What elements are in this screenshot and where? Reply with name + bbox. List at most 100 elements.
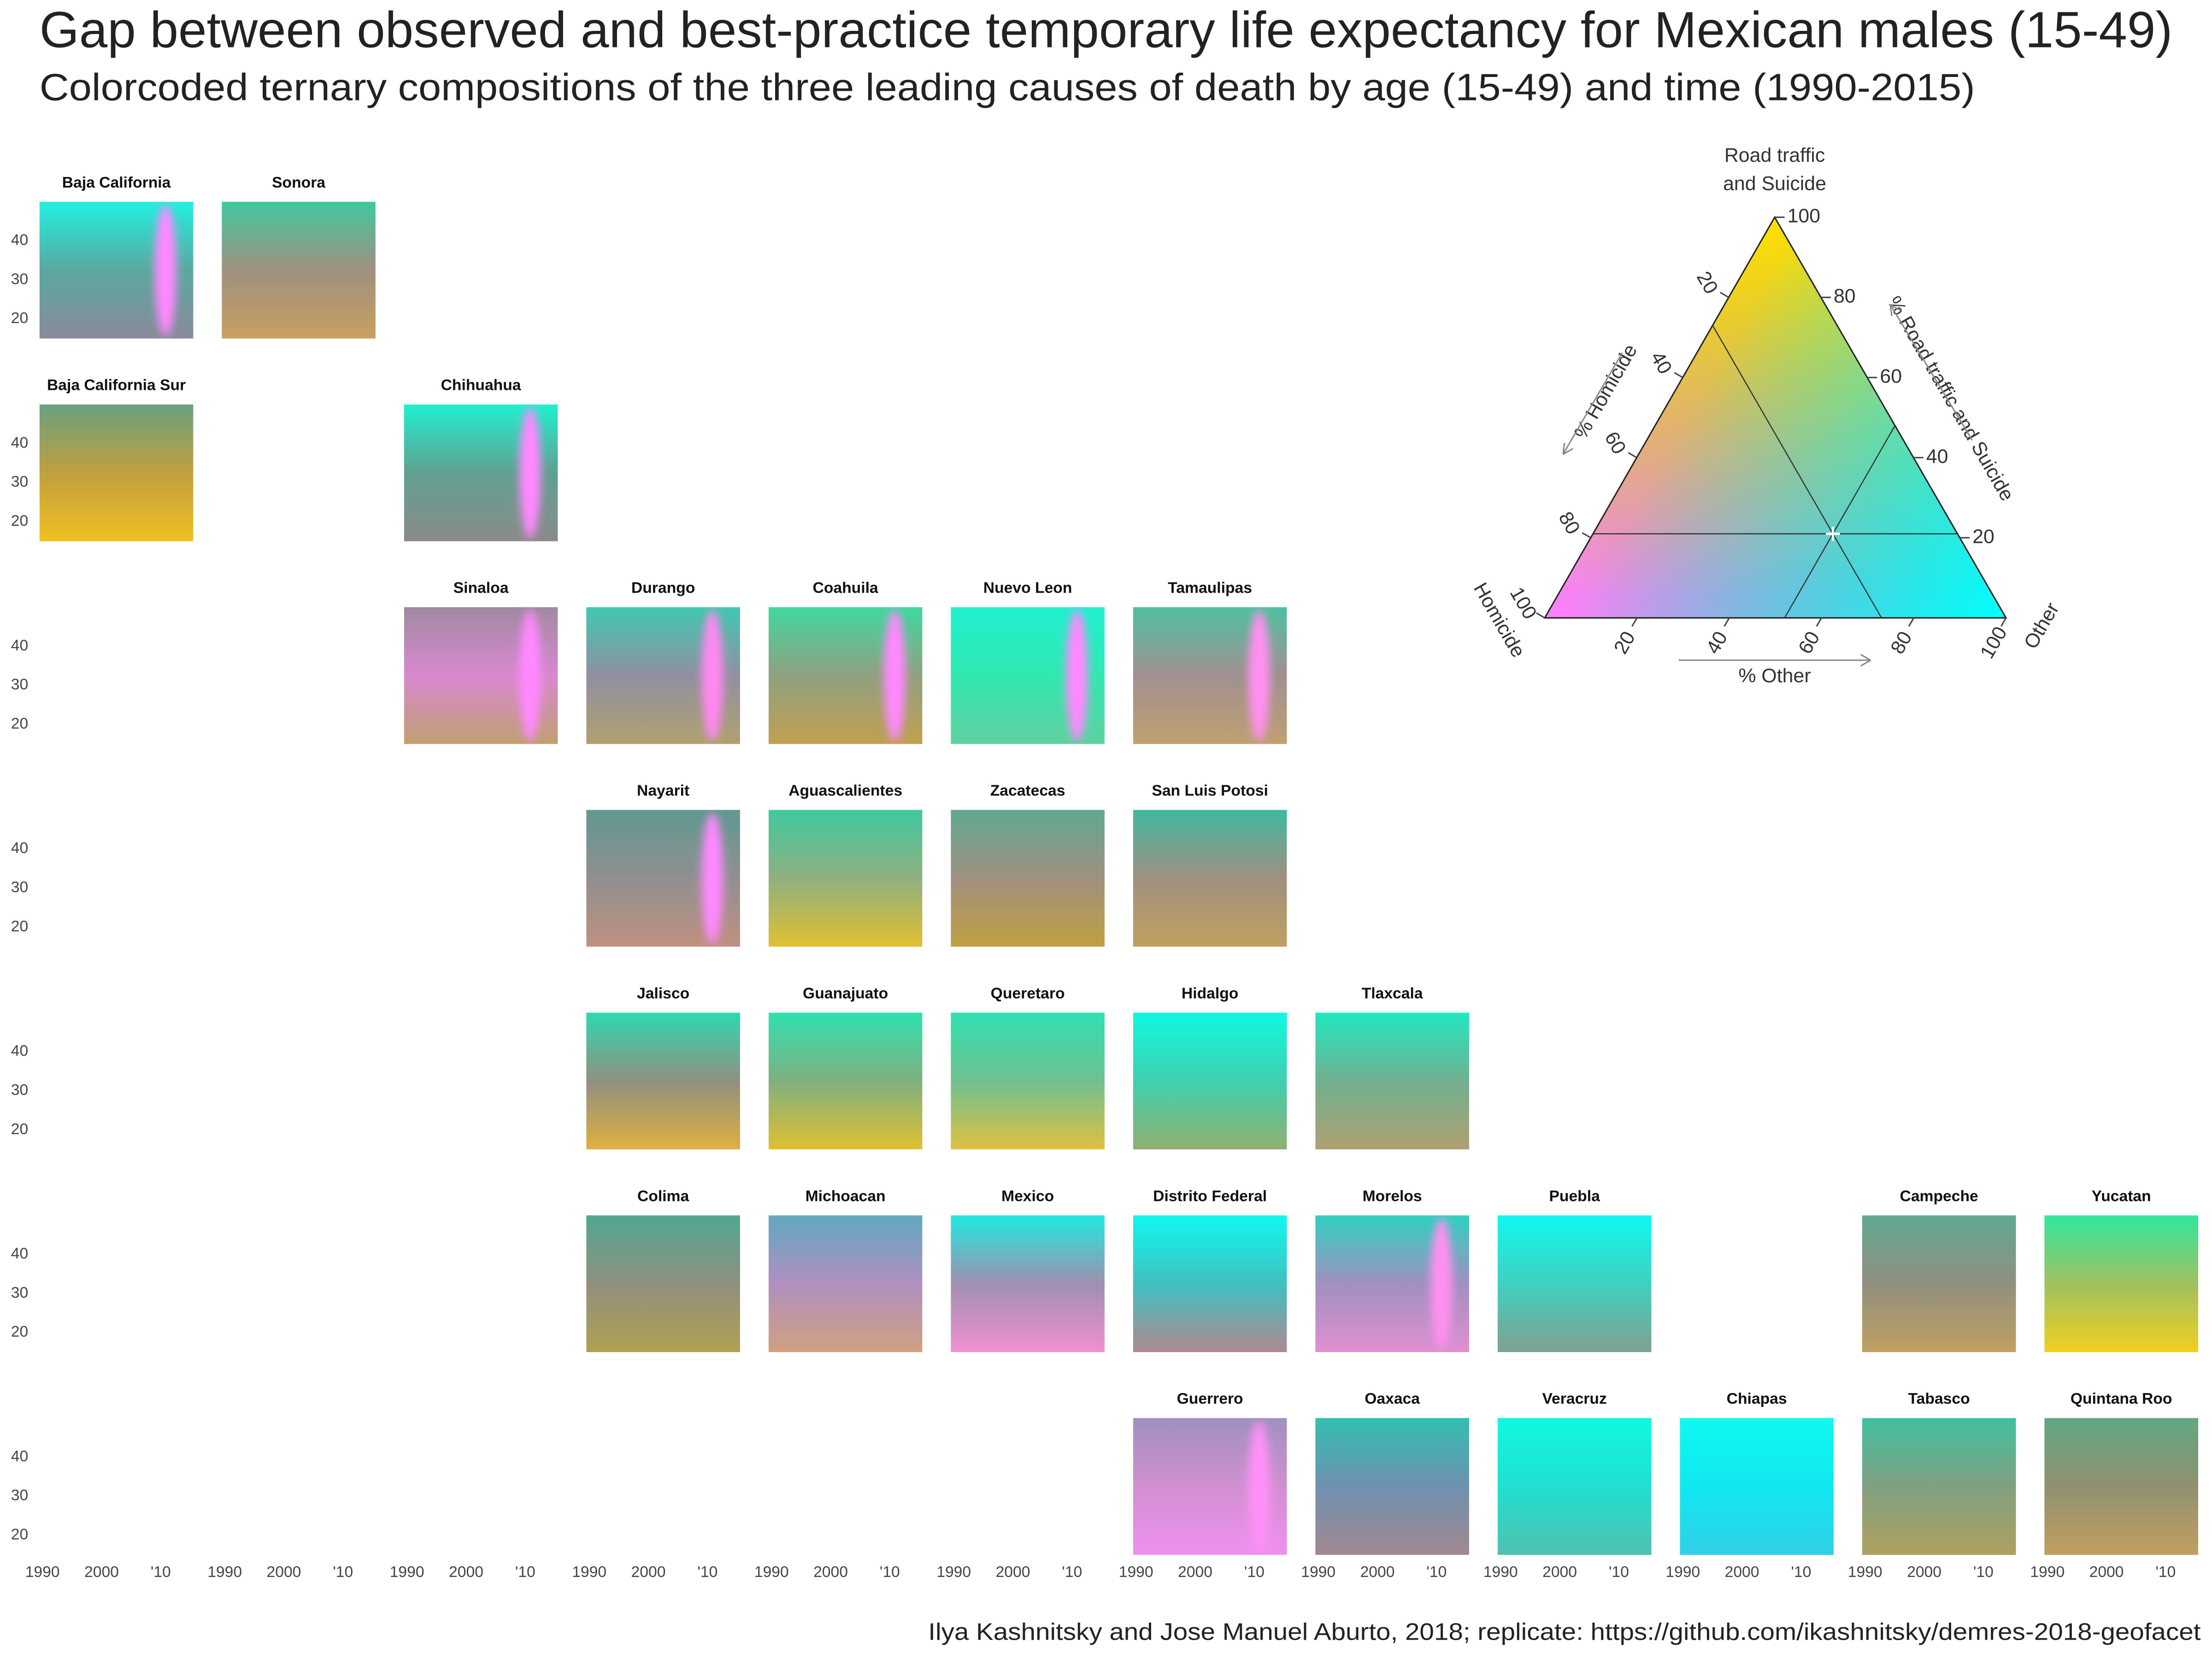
facet bbox=[586, 810, 740, 947]
facet bbox=[768, 607, 923, 744]
facet-tile bbox=[1862, 1215, 2016, 1353]
facet-tile bbox=[1315, 1418, 1469, 1555]
facet-tile bbox=[2044, 1215, 2198, 1353]
y-tick-label: 40 bbox=[11, 840, 28, 857]
facet-label: Tlaxcala bbox=[1362, 985, 1423, 1002]
facet bbox=[1497, 1418, 1652, 1555]
facet-tile bbox=[586, 1215, 740, 1353]
facet-label: San Luis Potosi bbox=[1152, 782, 1268, 800]
facet bbox=[951, 607, 1105, 744]
facet-label: Colima bbox=[637, 1188, 689, 1205]
x-tick-label: 1990 bbox=[1483, 1564, 1518, 1581]
facet-label: Tamaulipas bbox=[1168, 580, 1252, 597]
facet bbox=[1680, 1418, 1834, 1555]
ternary-center-line bbox=[1712, 325, 1882, 618]
ternary-vertex-label: and Suicide bbox=[1723, 172, 1826, 194]
ternary-tick bbox=[1535, 612, 1545, 619]
x-tick-label: '10 bbox=[1062, 1564, 1082, 1581]
facet-tile bbox=[1862, 1418, 2016, 1555]
facet bbox=[1862, 1418, 2016, 1555]
facet-label: Chiapas bbox=[1727, 1390, 1787, 1407]
facet bbox=[768, 1012, 923, 1150]
facet-label: Distrito Federal bbox=[1153, 1188, 1267, 1205]
y-tick-label: 30 bbox=[11, 271, 28, 288]
facet bbox=[222, 201, 376, 339]
x-tick-label: 2000 bbox=[267, 1564, 301, 1581]
facet-band bbox=[519, 610, 541, 741]
ternary-axis-arrow bbox=[1889, 304, 1973, 441]
x-tick-label: '10 bbox=[1973, 1564, 1994, 1581]
facet bbox=[586, 607, 740, 744]
facet-tile bbox=[2044, 1418, 2198, 1555]
facet-label: Zacatecas bbox=[990, 782, 1065, 800]
chart-title: Gap between observed and best-practice t… bbox=[40, 2, 2173, 59]
facet-label: Nayarit bbox=[637, 782, 689, 800]
ternary-tick bbox=[1628, 452, 1637, 459]
facet-tile bbox=[768, 1012, 923, 1150]
y-tick-label: 20 bbox=[11, 1526, 28, 1543]
ternary-vertex-label: Other bbox=[2020, 599, 2064, 653]
facet-label: Guanajuato bbox=[803, 985, 888, 1002]
facet-tile bbox=[768, 1215, 923, 1353]
x-tick-label: '10 bbox=[880, 1564, 900, 1581]
facet-label: Durango bbox=[631, 580, 695, 597]
facet-label: Coahuila bbox=[813, 580, 878, 597]
facet-band bbox=[1430, 1218, 1453, 1350]
ternary-tick bbox=[1908, 618, 1915, 627]
y-tick-label: 40 bbox=[11, 637, 28, 654]
facet bbox=[768, 1215, 923, 1353]
facet bbox=[1133, 1418, 1287, 1555]
x-tick-label: 2000 bbox=[2089, 1564, 2124, 1581]
ternary-tick bbox=[1816, 618, 1822, 627]
ternary-center bbox=[1826, 526, 1840, 541]
x-tick-label: 1990 bbox=[572, 1564, 606, 1581]
ternary-tick-label: 80 bbox=[1554, 508, 1584, 538]
facet-label: Quintana Roo bbox=[2071, 1390, 2172, 1407]
x-tick-label: 1990 bbox=[207, 1564, 242, 1581]
x-tick-label: 2000 bbox=[1178, 1564, 1212, 1581]
y-tick-label: 30 bbox=[11, 676, 28, 693]
y-tick-label: 40 bbox=[11, 1245, 28, 1262]
facet-band bbox=[701, 812, 724, 944]
facet-label: Yucatan bbox=[2092, 1188, 2151, 1205]
ternary-axis-title: % Homicide bbox=[1570, 341, 1641, 443]
y-tick-label: 20 bbox=[11, 1121, 28, 1138]
facet-label: Baja California Sur bbox=[47, 377, 186, 394]
ternary-axis-arrow bbox=[1678, 654, 1871, 667]
facet-tile bbox=[1497, 1215, 1652, 1353]
facet-label: Puebla bbox=[1549, 1188, 1600, 1205]
facet bbox=[951, 1215, 1105, 1353]
ternary-tick-label: 100 bbox=[1506, 583, 1541, 623]
x-tick-label: 2000 bbox=[813, 1564, 848, 1581]
ternary-tick-label: 100 bbox=[1976, 623, 2012, 663]
ternary-color-other bbox=[1545, 217, 2006, 618]
ternary-tick bbox=[2000, 618, 2007, 627]
y-tick-label: 40 bbox=[11, 1448, 28, 1465]
facet bbox=[39, 404, 194, 541]
facet-label: Veracruz bbox=[1542, 1390, 1606, 1407]
ternary-tick-label: 40 bbox=[1702, 628, 1732, 658]
x-tick-label: 2000 bbox=[996, 1564, 1030, 1581]
facet-tile bbox=[951, 1215, 1105, 1353]
facet bbox=[1497, 1215, 1652, 1353]
facet-label: Jalisco bbox=[637, 985, 689, 1002]
y-tick-label: 30 bbox=[11, 1082, 28, 1099]
x-tick-label: 2000 bbox=[631, 1564, 666, 1581]
facet bbox=[951, 810, 1105, 947]
y-tick-label: 30 bbox=[11, 879, 28, 896]
facet-tile bbox=[222, 201, 376, 339]
facet-band bbox=[1066, 610, 1088, 741]
facet-band bbox=[701, 610, 724, 741]
facet-tile bbox=[1680, 1418, 1834, 1555]
facet-tile bbox=[951, 810, 1105, 947]
facet-tile bbox=[39, 404, 194, 541]
facet-label: Nuevo Leon bbox=[983, 580, 1072, 597]
facet-band bbox=[1248, 610, 1270, 741]
ternary-tick bbox=[1724, 618, 1730, 627]
x-tick-label: 2000 bbox=[84, 1564, 119, 1581]
x-tick-label: 1990 bbox=[1665, 1564, 1700, 1581]
ternary-tick-label: 80 bbox=[1834, 285, 1856, 307]
facet-label: Hidalgo bbox=[1182, 985, 1238, 1002]
facet-band bbox=[519, 407, 541, 539]
y-tick-label: 40 bbox=[11, 231, 28, 248]
